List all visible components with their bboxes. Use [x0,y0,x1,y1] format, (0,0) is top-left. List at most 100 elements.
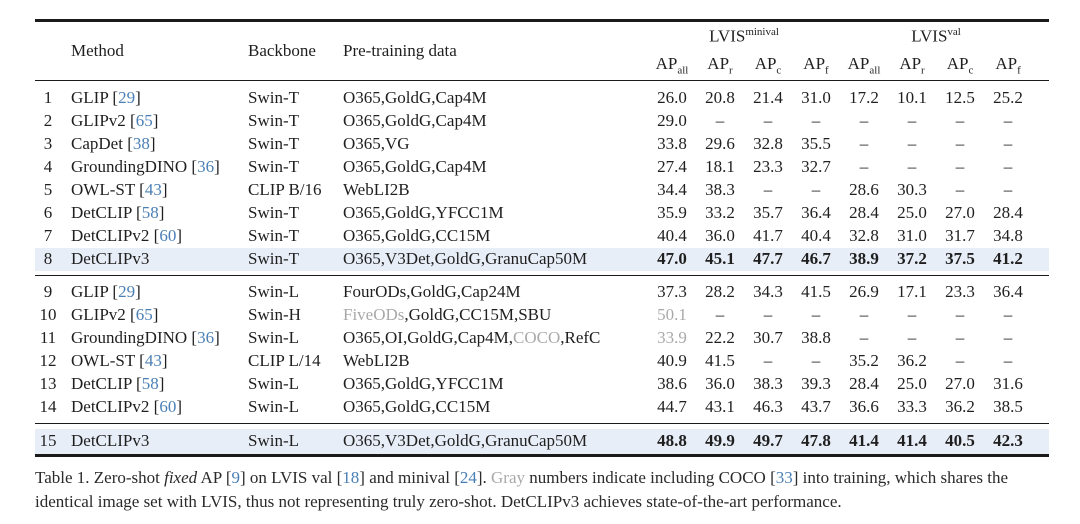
cell-ap-value: 22.2 [705,328,735,348]
pretrain-segment: O365,GoldG,Cap4M [343,157,487,177]
section-divider-rule [35,419,1050,424]
cell-ap-value: 38.3 [753,374,783,394]
cell-row-number: 1 [43,88,53,108]
cell-method: GLIPv2 [65] [71,305,159,325]
cell-method: CapDet [38] [71,134,156,154]
cell-ap-value: 40.5 [936,429,985,456]
cell-ap-value: 31.0 [801,88,831,108]
citation-link[interactable]: 36 [197,328,215,348]
col-header-pretraining-data: Pre-training data [343,40,457,60]
cell-ap-value: – [811,351,821,371]
citation-link[interactable]: 36 [197,157,215,177]
cell-ap-value: – [955,134,965,154]
cell-ap-value: 27.4 [657,157,687,177]
cell-ap-value: – [763,305,773,325]
pretrain-segment: O365,GoldG,YFCC1M [343,374,504,394]
method-name: DetCLIPv2 [71,397,150,417]
method-name: GLIP [71,88,109,108]
cell-ap-value: 29.0 [657,111,687,131]
cell-ap-value: 37.5 [936,248,985,271]
pretrain-segment: O365,V3Det,GoldG,GranuCap50M [343,249,588,269]
cell-pretraining-data: O365,GoldG,YFCC1M [340,202,648,225]
col-header-ap-c-minival: APc [754,53,782,76]
table-row: 13 DetCLIP [58] Swin-L O365,GoldG,YFCC1M 38.… [35,373,1049,396]
cell-ap-value: – [811,111,821,131]
citation-link[interactable]: 38 [132,134,150,154]
cell-backbone: Swin-T [248,226,299,246]
citation-link[interactable]: 65 [135,305,153,325]
method-name: DetCLIPv3 [71,249,150,269]
cell-backbone: Swin-L [245,429,340,456]
cell-ap-value: 28.4 [993,203,1023,223]
cell-ap-value: 41.5 [705,351,735,371]
cell-backbone: CLIP B/16 [248,180,322,200]
cell-ap-value: 21.4 [753,88,783,108]
pretrain-segment-gray: FiveODs [343,305,405,325]
cell-backbone: Swin-L [248,328,299,348]
citation-link[interactable]: 33 [775,468,793,487]
cell-ap-value: 30.3 [897,180,927,200]
cell-ap-value: – [859,305,869,325]
cell-ap-value: – [907,134,917,154]
pretrain-segment: O365,GoldG,Cap4M [343,111,487,131]
cell-ap-value: 26.0 [657,88,687,108]
cell-ap-value: – [955,351,965,371]
caption-text-segment: ]. [476,468,492,487]
superscript-minival: minival [745,26,779,39]
citation-link[interactable]: 43 [144,180,162,200]
table-body: 1 GLIP [29] Swin-T O365,GoldG,Cap4M 26.0 20.8… [35,80,1050,456]
cell-ap-value: – [1003,305,1013,325]
cell-ap-value: 38.3 [705,180,735,200]
cell-ap-value: 29.6 [705,134,735,154]
cell-method: DetCLIPv3 [61,248,245,271]
citation-link[interactable]: 58 [141,374,159,394]
cell-backbone: Swin-T [248,203,299,223]
cell-ap-value: – [907,305,917,325]
cell-ap-value: – [907,328,917,348]
citation-link[interactable]: 60 [159,397,177,417]
cell-pretraining-data: O365,GoldG,Cap4M [340,87,648,110]
cell-ap-value: – [955,328,965,348]
cell-spacer [1032,248,1050,271]
pretrain-segment: O365,GoldG,YFCC1M [343,203,504,223]
cell-ap-value: – [907,157,917,177]
col-header-row-number [35,21,61,81]
cell-ap-value: 38.6 [657,374,687,394]
cell-ap-value: 32.8 [849,226,879,246]
cell-method: GroundingDINO [36] [71,328,220,348]
table-row: 10 GLIPv2 [65] Swin-H FiveODs,GoldG,CC15M,S… [35,304,1049,327]
table-row: 12 OWL-ST [43] CLIP L/14 WebLI2B 40.9 41.5 – – 3… [35,350,1049,373]
citation-link[interactable]: 65 [135,111,153,131]
group-header-lvis-val: LVISval [911,26,961,46]
cell-ap-value: 28.4 [849,374,879,394]
cell-pretraining-data: O365,GoldG,CC15M [340,396,648,419]
citation-link[interactable]: 29 [118,282,136,302]
citation-link[interactable]: 58 [141,203,159,223]
cell-spacer [1032,396,1049,419]
citation-link[interactable]: 60 [159,226,177,246]
cell-backbone: Swin-T [248,157,299,177]
cell-ap-value: – [763,351,773,371]
citation-link[interactable]: 29 [118,88,136,108]
cell-ap-value: – [1003,328,1013,348]
cell-ap-value: 41.4 [840,429,889,456]
method-name: OWL-ST [71,180,135,200]
pretrain-segment: O365,V3Det,GoldG,GranuCap50M [343,431,588,451]
cell-spacer [1032,429,1050,456]
col-header-ap-c-val: APc [946,53,974,76]
pretrain-segment: ,GoldG,CC15M,SBU [404,305,552,325]
cell-ap-value: 31.7 [945,226,975,246]
citation-link[interactable]: 24 [459,468,477,487]
cell-ap-value: – [859,134,869,154]
cell-pretraining-data: O365,V3Det,GoldG,GranuCap50M [340,429,648,456]
method-name: DetCLIP [71,203,132,223]
citation-link[interactable]: 18 [342,468,360,487]
citation-link[interactable]: 9 [231,468,240,487]
cell-method: GLIP [29] [71,88,141,108]
cell-ap-value: 38.5 [993,397,1023,417]
citation-link[interactable]: 43 [144,351,162,371]
method-name: CapDet [71,134,123,154]
col-header-ap-f-minival: APf [803,53,829,76]
table-row: 14 DetCLIPv2 [60] Swin-L O365,GoldG,CC15M 44… [35,396,1049,419]
cell-ap-value: – [763,111,773,131]
